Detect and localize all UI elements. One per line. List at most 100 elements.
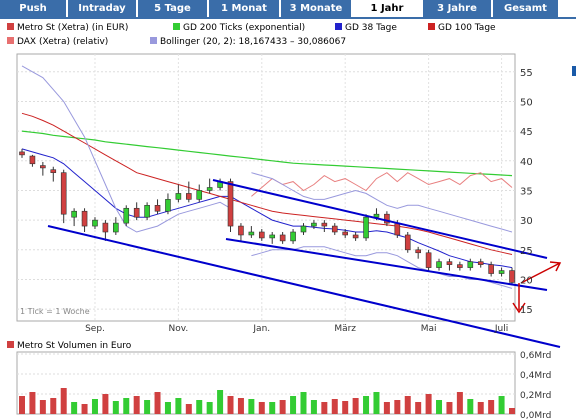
- candle-body: [467, 261, 474, 268]
- tab-1-jahr[interactable]: 1 Jahr: [353, 0, 423, 17]
- candle-body: [436, 261, 442, 268]
- candle-body: [290, 231, 296, 242]
- legend-swatch: [335, 23, 342, 30]
- scroll-marker[interactable]: [572, 66, 576, 76]
- volume-bar: [321, 402, 328, 414]
- candle-body: [60, 172, 67, 215]
- legend-label: GD 38 Tage: [345, 23, 397, 33]
- volume-legend-swatch: [7, 341, 14, 348]
- volume-bar: [352, 398, 359, 414]
- y-tick-label: 45: [520, 127, 533, 138]
- volume-bar: [456, 392, 463, 414]
- volume-bar: [154, 392, 161, 414]
- volume-bar: [425, 394, 432, 414]
- volume-bar: [310, 400, 317, 414]
- series-line-boll_early: [21, 65, 231, 233]
- tab-5-tage[interactable]: 5 Tage: [138, 0, 209, 17]
- candles-layer: [19, 148, 515, 286]
- volume-legend: Metro St Volumen in Euro: [7, 341, 132, 351]
- y-axis: 55 50 45 40 35 30 25 20 15: [520, 68, 533, 316]
- legend-swatch: [7, 23, 14, 30]
- candle-body: [321, 222, 328, 227]
- volume-bar: [60, 388, 67, 414]
- y-tick-label: 55: [520, 68, 533, 79]
- candle-body: [488, 264, 494, 274]
- x-tick-label: Mai: [421, 324, 437, 334]
- period-tabs: Push Intraday 5 Tage 1 Monat 3 Monate 1 Jahr 3…: [0, 0, 576, 18]
- volume-panel: [16, 351, 516, 415]
- candle-body: [300, 225, 307, 233]
- volume-bar: [196, 400, 203, 414]
- volume-bar: [102, 394, 109, 414]
- candle-body: [19, 151, 25, 156]
- volume-bar: [279, 400, 286, 414]
- x-tick-label: Jan.: [252, 324, 270, 334]
- x-tick-label: Nov.: [169, 324, 189, 334]
- trend-line-upper: [212, 179, 548, 259]
- candle-body: [384, 213, 390, 224]
- volume-bar: [217, 390, 224, 414]
- candle-body: [92, 219, 98, 227]
- tick-note: 1 Tick = 1 Woche: [20, 307, 90, 316]
- candle-body: [238, 225, 244, 236]
- arrow-down-head-icon: [512, 302, 526, 314]
- tab-3-jahre[interactable]: 3 Jahre: [423, 0, 493, 17]
- candle-body: [498, 270, 505, 274]
- legend-label: GD 100 Tage: [438, 23, 496, 33]
- series-line-boll_upper: [251, 172, 513, 233]
- volume-bar: [509, 408, 515, 414]
- tab-3-monate[interactable]: 3 Monate: [281, 0, 353, 17]
- candle-body: [206, 187, 213, 191]
- legend-swatch: [7, 37, 14, 44]
- x-tick-label: Sep.: [85, 324, 105, 334]
- candle-body: [113, 222, 119, 233]
- volume-bar: [394, 400, 401, 414]
- volume-bar: [331, 399, 338, 414]
- arrow-up-icon: [520, 262, 561, 284]
- x-tick-label: März: [334, 324, 356, 334]
- candle-body: [446, 261, 453, 265]
- legend-swatch: [428, 23, 435, 30]
- volume-bar: [175, 398, 182, 414]
- series-line-dax: [251, 172, 513, 197]
- candle-body: [50, 169, 57, 173]
- candle-body: [363, 216, 369, 239]
- series-line-gd100: [21, 112, 513, 255]
- candle-body: [40, 165, 46, 169]
- candle-body: [279, 234, 286, 242]
- volume-tick-label: 0,6Mrd: [520, 351, 551, 361]
- candle-body: [196, 190, 203, 200]
- candle-body: [269, 234, 276, 239]
- volume-bar: [248, 399, 255, 414]
- candle-body: [186, 193, 192, 200]
- volume-bar: [436, 400, 443, 414]
- candle-body: [477, 261, 484, 265]
- volume-bar: [123, 398, 130, 414]
- candle-body: [258, 231, 265, 239]
- volume-bar: [39, 400, 46, 414]
- series-layer: [21, 65, 513, 289]
- y-tick-label: 20: [520, 275, 533, 286]
- candle-body: [457, 264, 463, 268]
- trend-line-middle: [225, 238, 548, 291]
- tab-gesamt[interactable]: Gesamt: [493, 0, 560, 17]
- candle-body: [71, 210, 77, 218]
- candle-body: [342, 231, 348, 236]
- trend-lines: [47, 179, 562, 348]
- volume-bar: [185, 404, 192, 414]
- volume-bar: [467, 399, 474, 414]
- legend-swatch: [173, 23, 180, 30]
- candle-body: [352, 234, 359, 239]
- volume-bar: [29, 392, 36, 414]
- candle-body: [415, 249, 421, 254]
- tab-1-monat[interactable]: 1 Monat: [209, 0, 281, 17]
- tab-push[interactable]: Push: [0, 0, 68, 17]
- x-tick-label: Juli: [494, 324, 508, 334]
- legend-label: Bollinger (20, 2): 18,167433 – 30,086067: [160, 37, 346, 47]
- volume-bar: [290, 396, 297, 414]
- tab-intraday[interactable]: Intraday: [68, 0, 138, 17]
- x-axis: Sep. Nov. Jan. März Mai Juli: [85, 324, 508, 334]
- volume-bar: [258, 402, 265, 414]
- y-tick-label: 25: [520, 246, 533, 257]
